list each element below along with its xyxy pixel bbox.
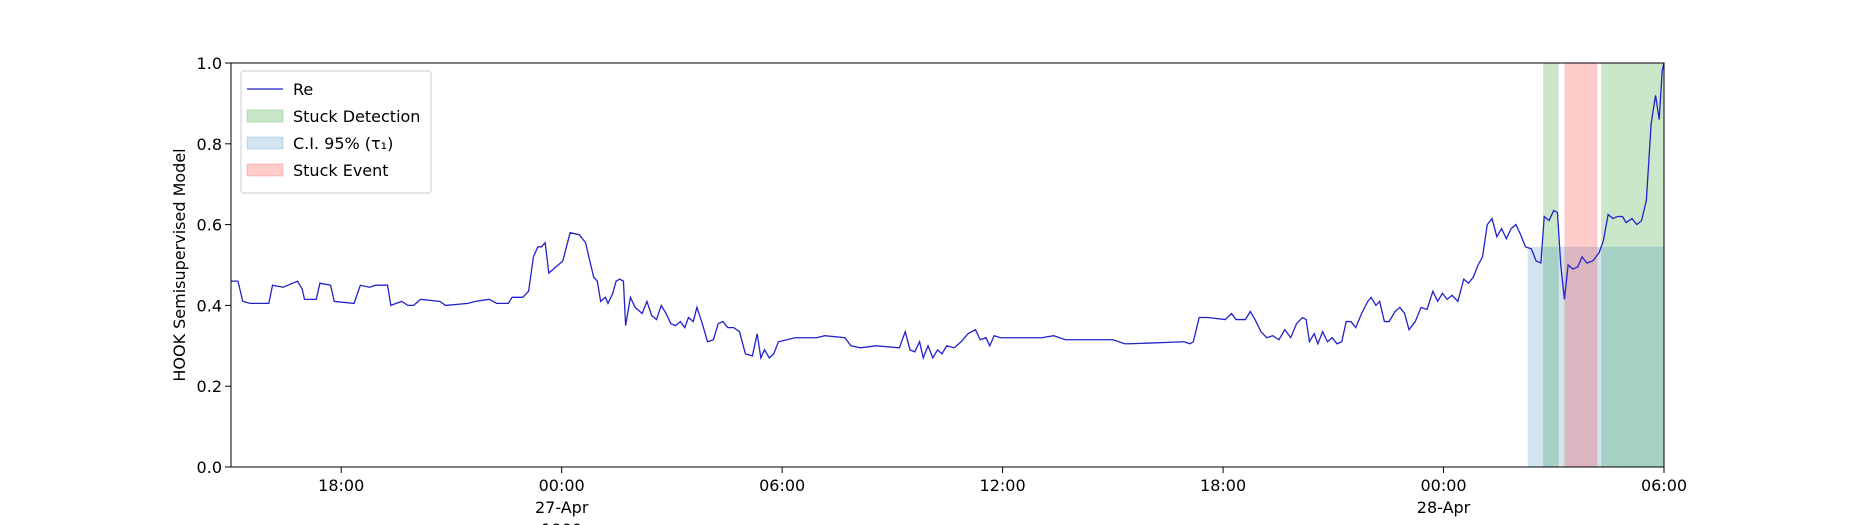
y-tick-label: 0.6 (197, 216, 222, 235)
line (231, 62, 1665, 361)
y-tick-label: 0.8 (197, 135, 222, 154)
shaded-span (1527, 246, 1664, 467)
legend: Re Stuck Detection C.I. 95% (τ₁) Stuck Even… (240, 70, 432, 194)
y-tick-label: 0.4 (197, 296, 222, 315)
y-tick-label: 0.0 (197, 458, 222, 477)
x-tick-label: 00:00 28-Apr (1417, 476, 1471, 517)
legend-patch (246, 136, 284, 150)
x-tick-label: 06:00 (1641, 476, 1687, 495)
y-tick-label: 1.0 (197, 54, 222, 73)
x-tick-label: 06:00 (759, 476, 805, 495)
shaded-span (1543, 63, 1559, 467)
shaded-span (1564, 63, 1598, 467)
legend-label: C.I. 95% (τ₁) (293, 134, 393, 153)
x-tick-label: 12:00 (980, 476, 1026, 495)
x-tick-label: 18:00 (318, 476, 364, 495)
shaded-span (1601, 63, 1664, 467)
plot-frame (230, 62, 1665, 468)
legend-patch (246, 163, 284, 177)
y-tick-label: 0.2 (197, 377, 222, 396)
legend-frame (240, 70, 432, 194)
y-axis-label: HOOK Semisupervised Model (170, 148, 189, 381)
legend-label: Re (293, 80, 313, 99)
x-tick-label: 18:00 (1200, 476, 1246, 495)
legend-label: Stuck Event (293, 161, 389, 180)
legend-patch (246, 109, 284, 123)
legend-label: Stuck Detection (293, 107, 420, 126)
